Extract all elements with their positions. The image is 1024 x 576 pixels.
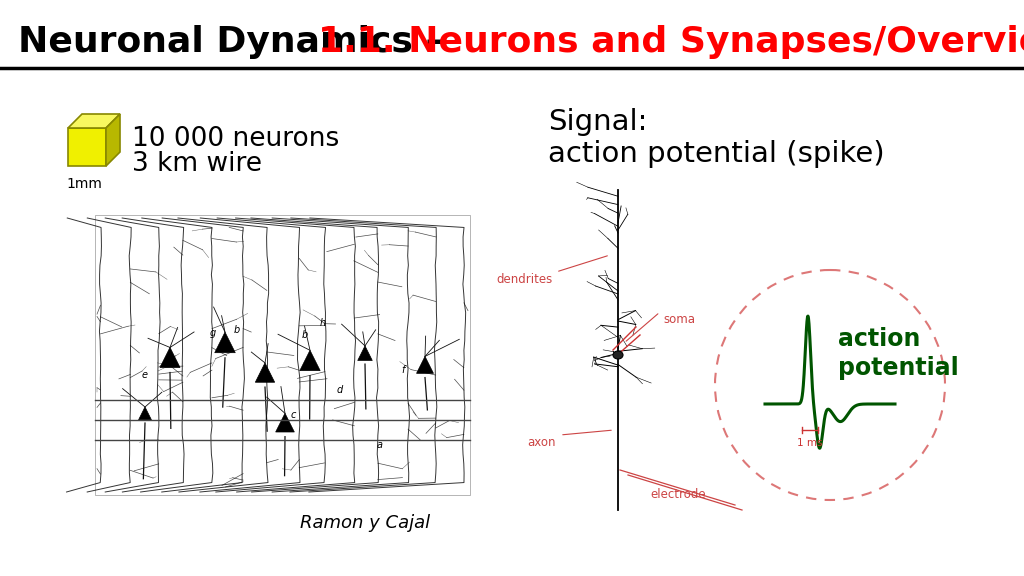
Text: 1.1. Neurons and Synapses/Overview: 1.1. Neurons and Synapses/Overview xyxy=(318,25,1024,59)
Text: Signal:: Signal: xyxy=(548,108,647,136)
Polygon shape xyxy=(255,363,274,382)
Text: 3 km wire: 3 km wire xyxy=(132,151,262,177)
Polygon shape xyxy=(106,114,120,166)
Polygon shape xyxy=(138,407,152,420)
Polygon shape xyxy=(68,128,106,166)
Text: g: g xyxy=(210,328,216,338)
Text: b: b xyxy=(233,325,240,335)
Text: soma: soma xyxy=(663,313,695,326)
Text: d: d xyxy=(337,385,343,395)
Bar xyxy=(95,215,470,495)
Ellipse shape xyxy=(613,351,623,359)
Text: action potential (spike): action potential (spike) xyxy=(548,140,885,168)
Text: Ramon y Cajal: Ramon y Cajal xyxy=(300,514,430,532)
Polygon shape xyxy=(68,114,120,128)
Polygon shape xyxy=(357,346,373,361)
Text: b: b xyxy=(302,330,308,340)
Text: a: a xyxy=(377,440,383,450)
Polygon shape xyxy=(275,414,294,432)
Text: 10 000 neurons: 10 000 neurons xyxy=(132,126,339,153)
Text: axon: axon xyxy=(527,436,556,449)
Text: h: h xyxy=(319,318,326,328)
Text: electrode: electrode xyxy=(650,488,706,501)
Text: Neuronal Dynamics –: Neuronal Dynamics – xyxy=(18,25,457,59)
Text: f: f xyxy=(401,365,404,375)
Text: c: c xyxy=(291,410,296,420)
Polygon shape xyxy=(300,350,321,370)
Text: e: e xyxy=(142,370,148,380)
Polygon shape xyxy=(215,332,236,353)
Text: 1 ms: 1 ms xyxy=(798,438,822,448)
Polygon shape xyxy=(417,357,433,373)
Polygon shape xyxy=(160,347,180,367)
Text: 1mm: 1mm xyxy=(66,177,101,191)
Text: dendrites: dendrites xyxy=(497,273,553,286)
Text: action
potential: action potential xyxy=(838,327,958,380)
